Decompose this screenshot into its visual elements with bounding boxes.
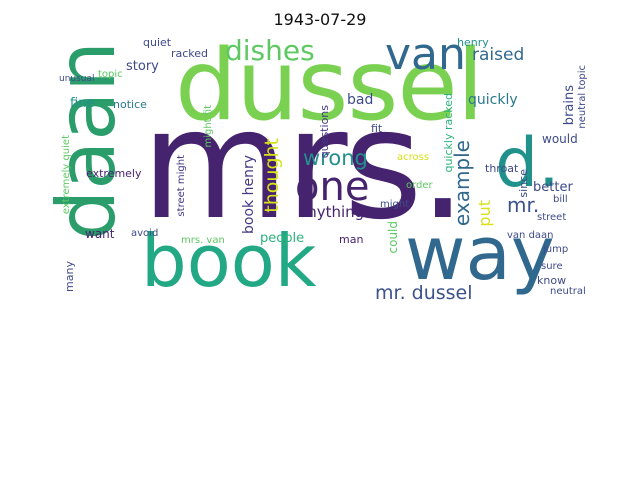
word-questions: questions [318, 105, 331, 159]
word-way: way [405, 211, 555, 297]
word-many: many [63, 261, 76, 292]
word-man: man [339, 233, 364, 246]
word-quickly-racked: quickly racked [442, 93, 455, 173]
word-story: story [126, 59, 159, 74]
word-unusual: unusual [59, 74, 95, 84]
word-extremely: extremely [86, 167, 142, 180]
word-one: one [295, 164, 370, 210]
word-want: want [85, 227, 115, 241]
word-could: could [386, 221, 400, 254]
word-throat: throat [485, 162, 519, 175]
word-van-daan: van daan [507, 230, 554, 241]
word-dishes: dishes [225, 35, 315, 67]
word-order: order [406, 180, 433, 191]
word-notice: notice [113, 98, 147, 111]
word-jump: jump [543, 244, 569, 255]
word-bill: bill [553, 194, 568, 205]
word-book: book [141, 219, 317, 303]
word-extremely-quiet: extremely quiet [61, 135, 72, 215]
chart-title: 1943-07-29 [273, 10, 367, 29]
word-street-might: street might [176, 155, 187, 217]
word-thought: thought [261, 138, 283, 213]
word-since: since [517, 169, 530, 198]
word-quiet: quiet [143, 36, 172, 49]
word-example: example [450, 140, 474, 227]
word-sure: sure [541, 261, 563, 272]
word-across: across [397, 152, 430, 163]
word-topic: topic [98, 69, 123, 80]
word-mr: mr. [507, 193, 540, 217]
word-fine: fine [70, 96, 95, 111]
word-avoid: avoid [131, 228, 159, 239]
word-better: better [533, 180, 573, 195]
word-would: would [542, 132, 578, 146]
word-might: might [380, 199, 410, 210]
word-racked: racked [171, 47, 209, 60]
word-brains: brains [562, 85, 577, 126]
word-mrs: mrs. [141, 76, 467, 253]
word-fit: fit [371, 122, 383, 135]
word-mr-dussel: mr. dussel [375, 282, 473, 304]
word-neutral: neutral [550, 286, 586, 297]
word-neutral-topic: neutral topic [577, 65, 588, 129]
word-van: van [385, 35, 466, 80]
word-anything: anything [298, 203, 365, 221]
word-book-henry: book henry [241, 155, 257, 234]
word-cloud: mrs. dussel daan book way d. one van dis… [45, 35, 595, 305]
word-might-fit: might fit [203, 105, 214, 148]
word-bad: bad [347, 92, 374, 108]
word-mrs-van: mrs. van [181, 235, 225, 246]
word-dussel: dussel [175, 35, 484, 143]
word-street: street [537, 212, 567, 223]
word-d: d. [495, 124, 560, 203]
word-quickly: quickly [468, 92, 518, 108]
word-henry: henry [457, 36, 489, 49]
word-put: put [475, 200, 494, 227]
word-raised: raised [472, 45, 525, 65]
word-know: know [537, 274, 567, 287]
word-people: people [260, 231, 305, 246]
word-wrong: wrong [303, 146, 368, 170]
